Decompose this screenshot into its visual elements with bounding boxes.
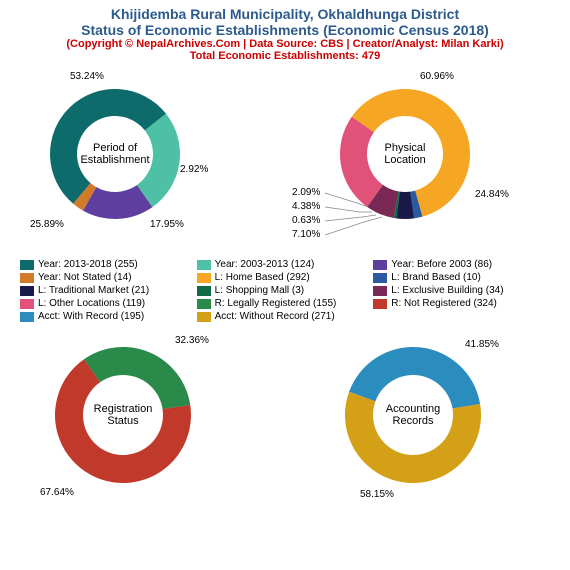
- legend-item: Year: Not Stated (14): [20, 271, 197, 284]
- legend-text: Year: 2003-2013 (124): [215, 259, 315, 270]
- pct-label: 32.36%: [175, 335, 209, 346]
- legend-text: Acct: Without Record (271): [215, 311, 335, 322]
- legend-item: L: Home Based (292): [197, 271, 374, 284]
- header: Khijidemba Rural Municipality, Okhaldhun…: [0, 0, 570, 64]
- legend-swatch: [373, 286, 387, 296]
- legend-item: Acct: Without Record (271): [197, 310, 374, 323]
- total-line: Total Economic Establishments: 479: [8, 50, 562, 62]
- chart-accounting: AccountingRecords41.85%58.15%: [335, 337, 491, 493]
- pct-label: 25.89%: [30, 219, 64, 230]
- legend-item: Year: Before 2003 (86): [373, 258, 550, 271]
- chart-location: PhysicalLocation60.96%2.09%4.38%0.63%7.1…: [330, 79, 480, 229]
- legend-text: Acct: With Record (195): [38, 311, 144, 322]
- pct-label: 2.92%: [180, 164, 208, 175]
- legend-swatch: [373, 260, 387, 270]
- pct-label: 17.95%: [150, 219, 184, 230]
- charts-row-top: Period ofEstablishment53.24%25.89%17.95%…: [0, 64, 570, 254]
- charts-row-bottom: RegistrationStatus32.36%67.64% Accountin…: [0, 327, 570, 527]
- legend-text: Year: Not Stated (14): [38, 272, 132, 283]
- legend-swatch: [373, 273, 387, 283]
- legend-text: L: Shopping Mall (3): [215, 285, 305, 296]
- legend-swatch: [20, 260, 34, 270]
- legend-item: R: Not Registered (324): [373, 297, 550, 310]
- legend-text: L: Other Locations (119): [38, 298, 145, 309]
- legend-item: L: Traditional Market (21): [20, 284, 197, 297]
- legend-text: R: Legally Registered (155): [215, 298, 337, 309]
- pct-label: 4.38%: [292, 201, 320, 212]
- donut-slice: [84, 347, 190, 409]
- legend-text: L: Home Based (292): [215, 272, 310, 283]
- legend-item: L: Other Locations (119): [20, 297, 197, 310]
- legend-swatch: [20, 299, 34, 309]
- legend-text: R: Not Registered (324): [391, 298, 497, 309]
- pct-label: 41.85%: [465, 339, 499, 350]
- legend-text: Year: 2013-2018 (255): [38, 259, 138, 270]
- legend-text: L: Traditional Market (21): [38, 285, 149, 296]
- legend-item: R: Legally Registered (155): [197, 297, 374, 310]
- legend-item: Acct: With Record (195): [20, 310, 197, 323]
- legend-swatch: [20, 286, 34, 296]
- title-line1: Khijidemba Rural Municipality, Okhaldhun…: [8, 6, 562, 22]
- legend-swatch: [197, 312, 211, 322]
- pct-label: 24.84%: [475, 189, 509, 200]
- donut-slice: [340, 117, 383, 207]
- pct-label: 58.15%: [360, 489, 394, 500]
- legend-swatch: [197, 260, 211, 270]
- copyright-line: (Copyright © NepalArchives.Com | Data So…: [8, 38, 562, 50]
- legend-swatch: [20, 273, 34, 283]
- legend-swatch: [20, 312, 34, 322]
- legend-item: L: Exclusive Building (34): [373, 284, 550, 297]
- pct-label: 0.63%: [292, 215, 320, 226]
- legend-text: L: Exclusive Building (34): [391, 285, 503, 296]
- legend-item: L: Brand Based (10): [373, 271, 550, 284]
- legend-swatch: [197, 273, 211, 283]
- legend-text: Year: Before 2003 (86): [391, 259, 492, 270]
- legend-text: L: Brand Based (10): [391, 272, 481, 283]
- legend: Year: 2013-2018 (255) Year: 2003-2013 (12…: [0, 254, 570, 327]
- chart-registration: RegistrationStatus32.36%67.64%: [45, 337, 201, 493]
- pct-label: 7.10%: [292, 229, 320, 240]
- legend-item: Year: 2013-2018 (255): [20, 258, 197, 271]
- legend-item: Year: 2003-2013 (124): [197, 258, 374, 271]
- pct-label: 53.24%: [70, 71, 104, 82]
- pct-label: 60.96%: [420, 71, 454, 82]
- legend-swatch: [373, 299, 387, 309]
- chart-period: Period ofEstablishment53.24%25.89%17.95%…: [40, 79, 190, 229]
- title-line2: Status of Economic Establishments (Econo…: [8, 22, 562, 38]
- legend-swatch: [197, 286, 211, 296]
- pct-label: 67.64%: [40, 487, 74, 498]
- legend-item: L: Shopping Mall (3): [197, 284, 374, 297]
- pct-label: 2.09%: [292, 187, 320, 198]
- legend-swatch: [197, 299, 211, 309]
